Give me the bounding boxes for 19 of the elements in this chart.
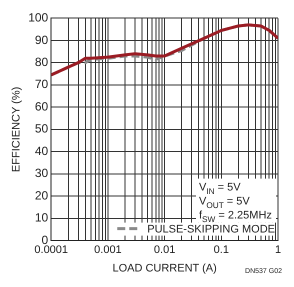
y-tick-label: 40 — [34, 144, 49, 158]
y-tick-label: 0 — [42, 232, 49, 247]
x-tick-label: 1 — [274, 244, 282, 256]
legend-label: PULSE-SKIPPING MODE — [147, 224, 275, 236]
y-tick-label: 10 — [34, 210, 49, 225]
y-tick-label: 100 — [28, 10, 49, 25]
y-tick-label: 90 — [34, 32, 49, 47]
x-axis-title: LOAD CURRENT (A) — [112, 262, 217, 274]
x-tick-label: 0.001 — [94, 244, 122, 256]
x-tick-label: 0.1 — [214, 244, 229, 256]
y-tick-label: 80 — [34, 54, 49, 69]
x-tick-label: 0.01 — [154, 244, 176, 256]
y-axis-title: EFFICIENCY (%) — [10, 86, 23, 172]
y-tick-label: 30 — [34, 166, 49, 180]
y-tick-label: 20 — [34, 188, 49, 202]
y-tick-label: 50 — [34, 122, 49, 136]
y-tick-label: 60 — [34, 99, 49, 114]
text: 0.0001 — [34, 244, 68, 256]
y-tick-label: 70 — [34, 77, 49, 92]
